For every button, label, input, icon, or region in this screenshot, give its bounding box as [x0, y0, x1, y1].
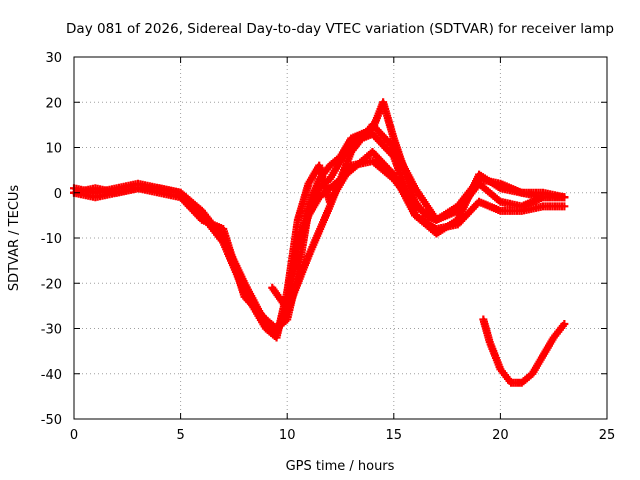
tick-marks — [73, 56, 608, 420]
gridlines — [74, 57, 607, 419]
data-point — [560, 319, 569, 328]
y-axis-label: SDTVAR / TECUs — [7, 185, 22, 292]
x-tick-label: 0 — [70, 428, 78, 443]
x-tick-labels: 0 5 10 15 20 25 — [70, 428, 615, 443]
y-tick-label: 20 — [45, 96, 62, 111]
chart-title: Day 081 of 2026, Sidereal Day-to-day VTE… — [66, 21, 614, 37]
y-tick-label: -20 — [41, 277, 62, 292]
x-tick-label: 5 — [176, 428, 184, 443]
series-track-7 — [479, 315, 569, 387]
data-point — [281, 301, 290, 310]
x-axis-label: GPS time / hours — [286, 459, 395, 474]
y-tick-label: 10 — [45, 142, 62, 157]
data-point — [560, 202, 569, 211]
plot-frame — [73, 56, 608, 420]
y-tick-label: -40 — [41, 368, 62, 383]
y-tick-label: 30 — [45, 51, 62, 66]
x-tick-label: 20 — [492, 428, 509, 443]
series-track-6 — [268, 283, 290, 310]
y-tick-label: -10 — [41, 232, 62, 247]
x-tick-label: 15 — [386, 428, 403, 443]
y-tick-labels: -50 -40 -30 -20 -10 0 10 20 30 — [41, 51, 62, 428]
data-points — [70, 98, 569, 387]
x-tick-label: 10 — [279, 428, 296, 443]
x-tick-label: 25 — [599, 428, 616, 443]
data-point — [560, 193, 569, 202]
y-tick-label: 0 — [54, 187, 62, 202]
y-tick-label: -50 — [41, 413, 62, 428]
series-track-5 — [283, 120, 569, 315]
y-tick-label: -30 — [41, 323, 62, 338]
